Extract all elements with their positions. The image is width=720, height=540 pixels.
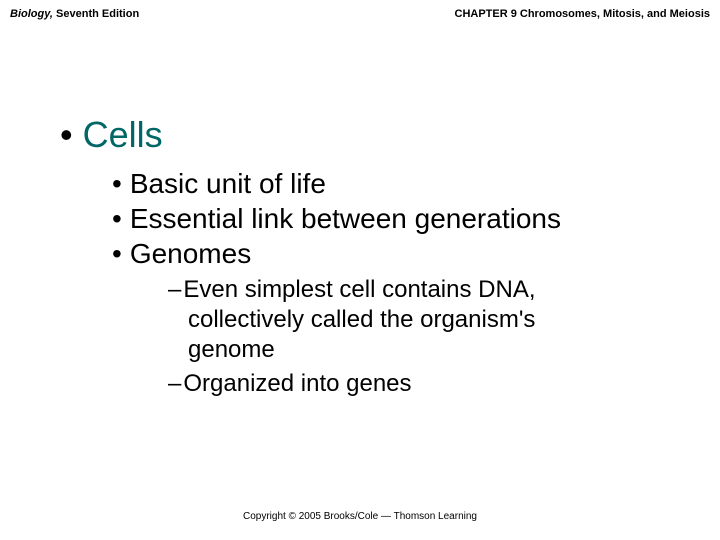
l2-item: Essential link between generations <box>130 203 561 234</box>
bullet-level1: •Cells <box>60 114 680 156</box>
book-edition: Seventh Edition <box>53 8 139 20</box>
slide-footer: Copyright © 2005 Brooks/Cole — Thomson L… <box>0 511 720 522</box>
bullet-dot: • <box>112 168 122 199</box>
dash-icon: – <box>168 276 181 303</box>
l3-line: collectively called the organism's <box>188 306 535 333</box>
bullet-dot: • <box>112 238 122 269</box>
slide-header: Biology, Seventh Edition CHAPTER 9 Chrom… <box>0 0 720 24</box>
bullet-level2: • Basic unit of life <box>112 166 680 201</box>
bullet-level3-cont: collectively called the organism's <box>188 305 680 335</box>
bullet-level3: –Organized into genes <box>168 369 680 399</box>
book-title-italic: Biology, <box>10 8 53 20</box>
l2-item: Genomes <box>130 238 251 269</box>
l3-line: genome <box>188 336 275 363</box>
l2-item: Basic unit of life <box>130 168 326 199</box>
slide: Biology, Seventh Edition CHAPTER 9 Chrom… <box>0 0 720 540</box>
header-right: CHAPTER 9 Chromosomes, Mitosis, and Meio… <box>455 8 711 20</box>
bullet-level2: • Genomes <box>112 236 680 271</box>
bullet-dot: • <box>60 114 73 155</box>
bullet-level2: • Essential link between generations <box>112 201 680 236</box>
bullet-dot: • <box>112 203 122 234</box>
slide-content: •Cells •Basic unit of life •Essential li… <box>0 24 720 399</box>
bullet-level3-cont: genome <box>188 335 680 365</box>
dash-icon: – <box>168 370 181 397</box>
l3-line: Even simplest cell contains DNA, <box>183 276 535 303</box>
bullet-level3: –Even simplest cell contains DNA, <box>168 275 680 305</box>
l3-line: Organized into genes <box>183 370 411 397</box>
header-left: Biology, Seventh Edition <box>10 8 139 20</box>
l1-title: Cells <box>83 114 163 155</box>
